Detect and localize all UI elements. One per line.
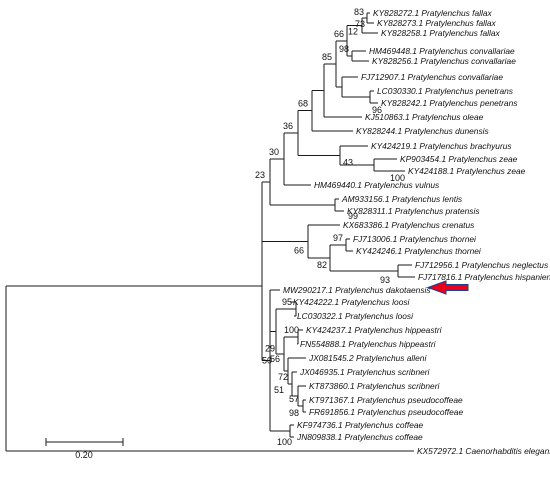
leaf-label: LC030322.1 Pratylenchus loosi — [297, 311, 414, 321]
leaf-label: FJ712956.1 Pratylenchus neglectus — [415, 260, 549, 270]
leaf-label: KY828273.1 Pratylenchus fallax — [377, 18, 497, 28]
leaf-label: KT971367.1 Pratylenchus pseudocoffeae — [309, 395, 463, 405]
leaf-label: KY424219.1 Pratylenchus brachyurus — [371, 141, 512, 151]
bootstrap-label: 23 — [255, 170, 265, 180]
bootstrap-label: 66 — [294, 246, 304, 256]
bootstrap-label: 12 — [348, 27, 358, 37]
highlight-marker — [426, 280, 469, 295]
leaf-label: KP903454.1 Pratylenchus zeae — [400, 154, 518, 164]
bootstrap-label: 98 — [339, 44, 349, 54]
bootstrap-label: 98 — [289, 408, 299, 418]
leaf-label: HM469448.1 Pratylenchus convallariae — [369, 46, 515, 56]
leaf-label: KX683386.1 Pratylenchus crenatus — [343, 220, 475, 230]
tree-branches — [5, 12, 415, 452]
bootstrap-label: 72 — [278, 372, 288, 382]
leaf-label: FJ712907.1 Pratylenchus convallariae — [361, 72, 503, 82]
leaf-label: JX081545.2 Pratylenchus alleni — [308, 353, 427, 363]
leaf-label: KY424222.1 Pratylenchus loosi — [293, 297, 411, 307]
bootstrap-label: 100 — [284, 325, 299, 335]
scale-bar-label: 0.20 — [75, 450, 93, 460]
leaf-label: FR691856.1 Pratylenchus pseudocoffeae — [309, 407, 463, 417]
leaf-label: HM469440.1 Pratylenchus vulnus — [314, 180, 440, 190]
leaf-label: KY828244.1 Pratylenchus dunensis — [356, 126, 490, 136]
bootstrap-label: 85 — [322, 52, 332, 62]
bootstrap-label: 83 — [354, 7, 364, 17]
leaf-label: KY828258.1 Pratylenchus fallax — [381, 28, 501, 38]
leaf-label: KY424188.1 Pratylenchus zeae — [408, 166, 526, 176]
bootstrap-label: 93 — [380, 275, 390, 285]
leaf-label: KY828311.1 Pratylenchus pratensis — [347, 206, 480, 216]
leaf-label: FN554888.1 Pratylenchus hippeastri — [300, 339, 437, 349]
bootstrap-label: 68 — [298, 99, 308, 109]
leaf-label: FJ717816.1 Pratylenchus hispaniensis — [418, 272, 550, 282]
leaf-label: JN809838.1 Pratylenchus coffeae — [296, 432, 423, 442]
leaf-label: MW290217.1 Pratylenchus dakotaensis — [283, 285, 431, 295]
bootstrap-label: 97 — [333, 233, 343, 243]
leaf-label: KX572972.1 Caenorhabditis elegans — [417, 446, 550, 456]
leaf-label: KY424246.1 Pratylenchus thornei — [356, 246, 482, 256]
red-arrow-icon — [426, 280, 469, 295]
bootstrap-label: 56 — [270, 354, 280, 364]
bootstrap-label: 30 — [269, 147, 279, 157]
bootstrap-label: 43 — [343, 158, 353, 168]
bootstrap-label: 95 — [282, 297, 292, 307]
leaf-label: KY828272.1 Pratylenchus fallax — [373, 8, 493, 18]
bootstrap-label: 100 — [277, 437, 292, 447]
bootstrap-label: 82 — [317, 260, 327, 270]
bootstrap-label: 100 — [390, 173, 405, 183]
leaf-label: AM933156.1 Pratylenchus lentis — [341, 194, 463, 204]
bootstrap-label: 99 — [348, 211, 358, 221]
leaf-label: KT873860.1 Pratylenchus scribneri — [309, 381, 440, 391]
bootstrap-label: 36 — [283, 121, 293, 131]
bootstrap-label: 66 — [334, 29, 344, 39]
leaf-label: FJ713006.1 Pratylenchus thornei — [353, 234, 477, 244]
scale-bar: 0.20 — [45, 438, 124, 460]
bootstrap-label: 57 — [289, 394, 299, 404]
leaf-label: KF974736.1 Pratylenchus coffeae — [297, 420, 424, 430]
leaf-label: KJ510863.1 Pratylenchus oleae — [365, 112, 484, 122]
leaf-label: JX046935.1 Pratylenchus scribneri — [299, 367, 431, 377]
bootstrap-label: 29 — [265, 344, 275, 354]
bootstrap-label: 50 — [262, 356, 272, 366]
bootstrap-label: 96 — [372, 105, 382, 115]
leaf-labels: KY828272.1 Pratylenchus fallaxKY828273.1… — [283, 8, 550, 456]
leaf-label: KY828242.1 Pratylenchus penetrans — [381, 98, 518, 108]
leaf-label: LC030330.1 Pratylenchus penetrans — [377, 86, 514, 96]
bootstrap-label: 73 — [355, 19, 365, 29]
leaf-label: KY828256.1 Pratylenchus convallariae — [372, 56, 516, 66]
bootstrap-label: 51 — [274, 385, 284, 395]
leaf-label: KY424237.1 Pratylenchus hippeastri — [306, 325, 443, 335]
